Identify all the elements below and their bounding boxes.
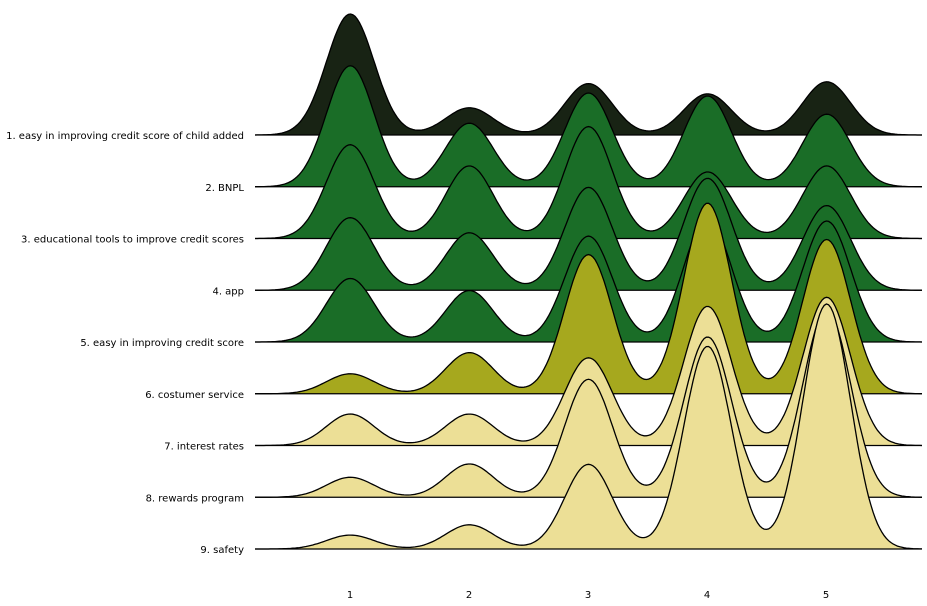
row-label: 6. costumer service — [145, 390, 244, 401]
ridge-outline — [255, 65, 922, 188]
row-label: 2. BNPL — [205, 183, 244, 194]
ridge-fill — [255, 304, 922, 549]
row-label: 3. educational tools to improve credit s… — [21, 235, 244, 246]
x-tick-label: 3 — [585, 590, 591, 601]
x-axis-ticks: 1 2 3 4 5 — [347, 590, 829, 601]
ridge-outline — [255, 125, 922, 240]
row-label: 5. easy in improving credit score — [80, 338, 244, 349]
ridge-fill — [255, 309, 922, 498]
ridge-fill — [255, 126, 922, 239]
ridge-fill — [255, 178, 922, 291]
x-tick-label: 4 — [704, 590, 710, 601]
ridge-outline — [255, 202, 922, 395]
row-labels-group: 1. easy in improving credit score of chi… — [6, 131, 244, 556]
row-label: 7. interest rates — [164, 442, 244, 453]
x-tick-label: 1 — [347, 590, 353, 601]
ridge-outline — [255, 309, 922, 498]
ridges-group — [254, 13, 923, 550]
ridge-fill — [255, 297, 922, 446]
row-label: 8. rewards program — [146, 493, 244, 504]
ridge-outline — [254, 13, 922, 136]
ridge-fill — [255, 203, 922, 394]
ridge-outline — [255, 296, 923, 447]
row-label: 1. easy in improving credit score of chi… — [6, 131, 244, 142]
row-label: 9. safety — [200, 545, 244, 556]
x-tick-label: 2 — [466, 590, 472, 601]
row-label: 4. app — [212, 286, 244, 297]
x-tick-label: 5 — [823, 590, 829, 601]
ridge-outline — [255, 177, 922, 291]
ridge-outline — [255, 303, 922, 550]
ridge-outline — [255, 217, 923, 343]
